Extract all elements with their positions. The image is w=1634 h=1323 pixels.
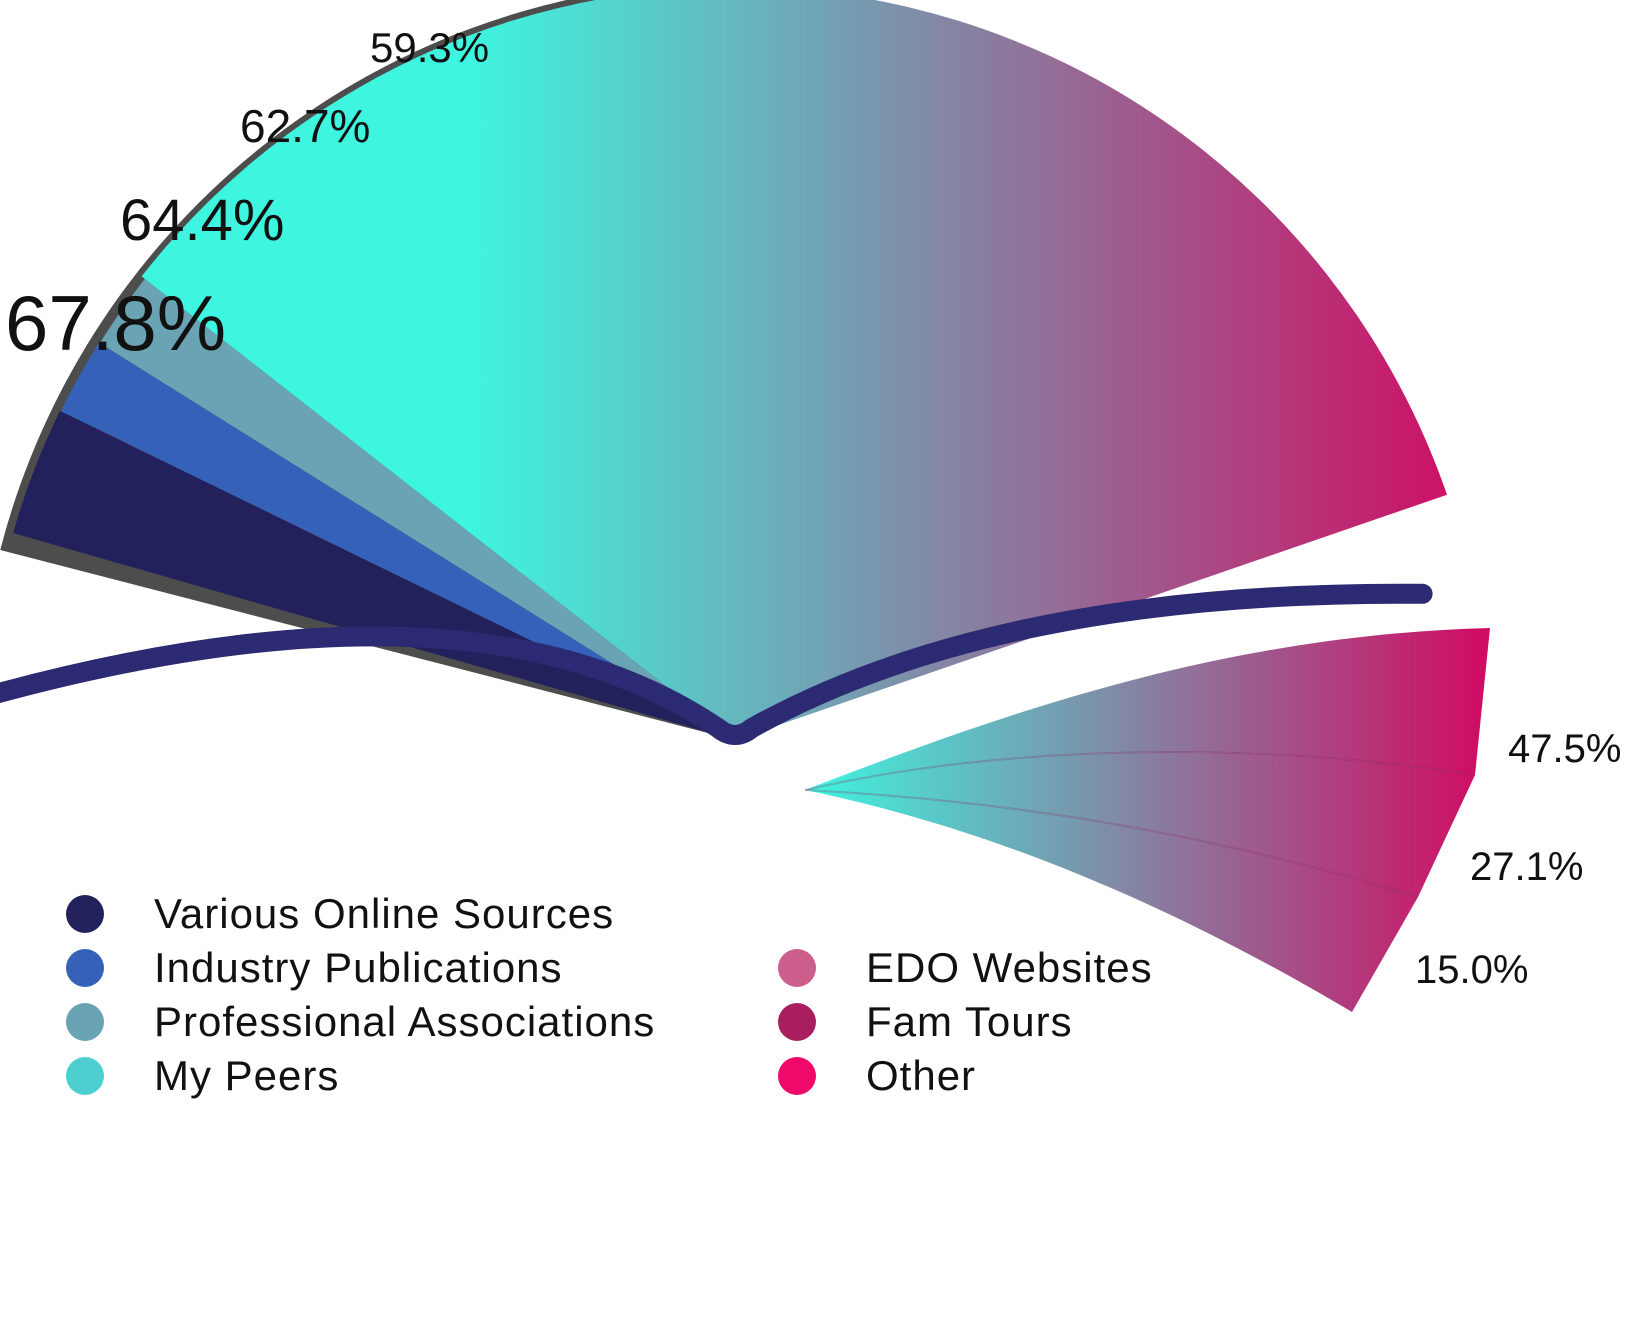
value-label-industry-publications: 64.4% — [120, 188, 284, 253]
value-label-fam-tours: 27.1% — [1470, 845, 1583, 889]
fan-outline — [0, 583, 1433, 745]
slice-my-peers — [141, 0, 1447, 740]
legend-label: Professional Associations — [154, 998, 656, 1045]
value-label-my-peers: 59.3% — [370, 24, 489, 71]
value-label-various-online-sources: 67.8% — [5, 279, 226, 367]
legend-label: Various Online Sources — [154, 890, 615, 937]
legend-item-fam-tours: Fam Tours — [778, 998, 1073, 1046]
legend-swatch — [66, 1057, 104, 1095]
value-label-other: 15.0% — [1415, 948, 1528, 992]
legend-swatch — [778, 1057, 816, 1095]
value-label-professional-associations: 62.7% — [240, 100, 370, 152]
legend-swatch — [778, 1003, 816, 1041]
legend-swatch — [66, 1003, 104, 1041]
legend-label: My Peers — [154, 1052, 340, 1099]
legend-label: Other — [866, 1052, 977, 1099]
legend-item-my-peers: My Peers — [66, 1052, 339, 1100]
slice-industry-publications — [60, 342, 735, 740]
slice-edo-websites — [805, 628, 1490, 790]
legend-label: Fam Tours — [866, 998, 1073, 1045]
slice-professional-associations — [99, 278, 736, 740]
legend-label: Industry Publications — [154, 944, 563, 991]
legend-swatch — [66, 949, 104, 987]
legend-item-other: Other — [778, 1052, 976, 1100]
legend-swatch — [778, 949, 816, 987]
legend-label: EDO Websites — [866, 944, 1153, 991]
legend-swatch — [66, 895, 104, 933]
legend-item-edo-websites: EDO Websites — [778, 944, 1153, 992]
slice-fam-tours — [805, 752, 1475, 897]
legend-item-professional-associations: Professional Associations — [66, 998, 655, 1046]
legend-item-industry-publications: Industry Publications — [66, 944, 563, 992]
value-label-edo-websites: 47.5% — [1508, 727, 1621, 771]
slice-other — [805, 790, 1418, 1012]
legend-item-various-online-sources: Various Online Sources — [66, 890, 614, 938]
